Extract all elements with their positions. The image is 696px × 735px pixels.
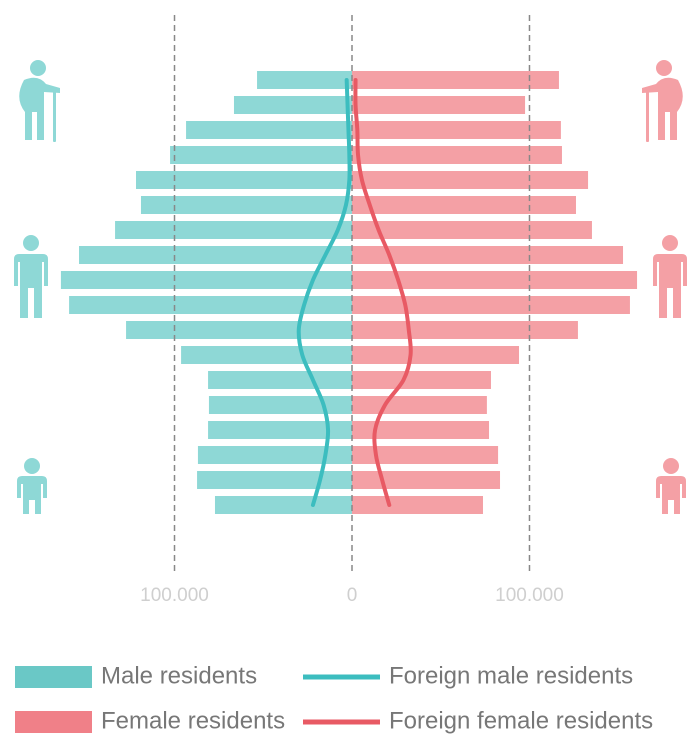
bar — [352, 496, 483, 514]
bar — [208, 396, 352, 414]
bar — [352, 71, 559, 89]
bar — [352, 396, 487, 414]
bar — [115, 221, 352, 239]
legend-swatch — [15, 711, 92, 733]
bar — [352, 96, 526, 114]
bar — [126, 321, 352, 339]
legend-label: Female residents — [101, 707, 285, 734]
bar — [197, 471, 352, 489]
bar — [135, 171, 352, 189]
bar — [170, 146, 352, 164]
legend-label: Male residents — [101, 662, 257, 689]
bar — [352, 146, 562, 164]
bar — [208, 371, 352, 389]
bar — [352, 121, 561, 139]
legend-swatch — [15, 666, 92, 688]
icon-elderly-male — [19, 60, 60, 142]
bar — [352, 321, 578, 339]
bar — [352, 421, 490, 439]
x-tick-label: 0 — [347, 585, 358, 606]
bar — [352, 346, 520, 364]
x-tick-label: 100.000 — [495, 585, 564, 606]
legend-label: Foreign female residents — [389, 707, 653, 734]
bar — [352, 246, 624, 264]
icon-child-male — [17, 458, 47, 514]
bar — [208, 421, 352, 439]
bar — [352, 296, 630, 314]
icon-adult-female — [653, 235, 687, 318]
line — [353, 78, 413, 507]
bar — [352, 446, 499, 464]
bar — [257, 71, 352, 89]
icon-adult-male — [14, 235, 48, 318]
bar — [352, 171, 589, 189]
bar — [186, 121, 352, 139]
legend-label: Foreign male residents — [389, 662, 633, 689]
bar — [60, 271, 352, 289]
bar — [233, 96, 352, 114]
line — [296, 78, 352, 507]
bar — [140, 196, 352, 214]
x-tick-label: 100.000 — [140, 585, 209, 606]
icons — [14, 60, 687, 514]
bar — [352, 221, 592, 239]
bar — [352, 471, 501, 489]
bar — [352, 371, 491, 389]
bar — [181, 346, 352, 364]
bar — [69, 296, 352, 314]
bar — [197, 446, 352, 464]
bar — [352, 196, 576, 214]
icon-elderly-female — [642, 60, 683, 142]
bar — [352, 271, 638, 289]
bar — [214, 496, 352, 514]
bar — [79, 246, 352, 264]
icon-child-female — [656, 458, 686, 514]
